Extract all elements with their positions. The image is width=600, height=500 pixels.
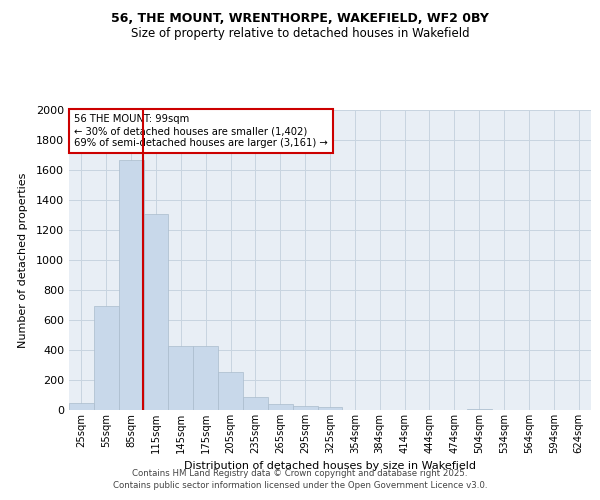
Text: Size of property relative to detached houses in Wakefield: Size of property relative to detached ho…	[131, 28, 469, 40]
Bar	[218, 372, 243, 410]
Bar	[193, 346, 218, 410]
Bar	[293, 406, 317, 410]
Bar	[268, 404, 293, 410]
Bar	[143, 214, 169, 410]
Bar	[69, 402, 94, 410]
Bar	[467, 409, 491, 410]
Y-axis label: Number of detached properties: Number of detached properties	[17, 172, 28, 348]
Bar	[94, 306, 119, 410]
Bar	[169, 346, 193, 410]
X-axis label: Distribution of detached houses by size in Wakefield: Distribution of detached houses by size …	[184, 462, 476, 471]
Text: 56, THE MOUNT, WRENTHORPE, WAKEFIELD, WF2 0BY: 56, THE MOUNT, WRENTHORPE, WAKEFIELD, WF…	[111, 12, 489, 26]
Text: Contains public sector information licensed under the Open Government Licence v3: Contains public sector information licen…	[113, 481, 487, 490]
Bar	[317, 408, 343, 410]
Bar	[119, 160, 143, 410]
Bar	[243, 397, 268, 410]
Text: 56 THE MOUNT: 99sqm
← 30% of detached houses are smaller (1,402)
69% of semi-det: 56 THE MOUNT: 99sqm ← 30% of detached ho…	[74, 114, 328, 148]
Text: Contains HM Land Registry data © Crown copyright and database right 2025.: Contains HM Land Registry data © Crown c…	[132, 468, 468, 477]
